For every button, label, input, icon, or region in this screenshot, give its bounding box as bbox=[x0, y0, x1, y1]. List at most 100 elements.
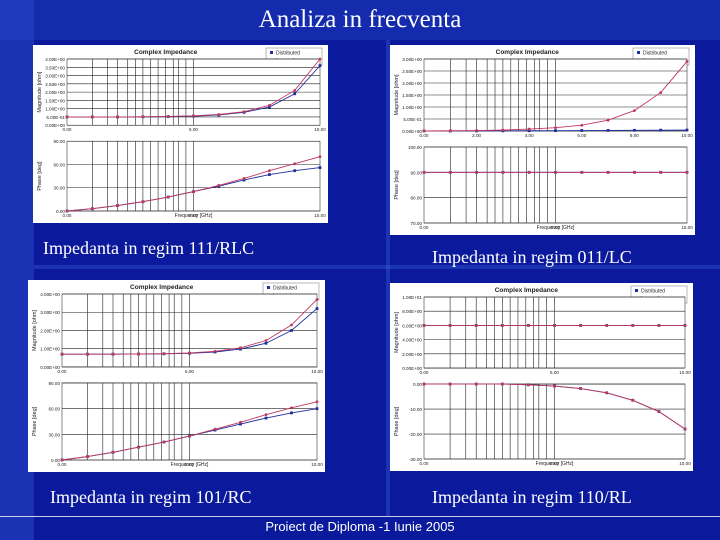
point-distributed bbox=[239, 422, 242, 426]
y-tick-label: 0.00E+00 bbox=[402, 129, 422, 134]
point-lumped bbox=[685, 170, 689, 174]
y-tick-label: 30.00 bbox=[49, 432, 61, 437]
y-tick-label: -30.00 bbox=[409, 457, 422, 462]
point-lumped bbox=[527, 324, 530, 327]
y-tick-label: 2.00E+00 bbox=[45, 90, 65, 95]
point-lumped bbox=[685, 60, 689, 63]
point-lumped bbox=[579, 387, 582, 390]
point-distributed bbox=[580, 129, 584, 132]
point-distributed bbox=[685, 128, 689, 132]
point-lumped bbox=[192, 190, 195, 194]
point-lumped bbox=[65, 209, 69, 213]
y-tick-label: 0.00E+00 bbox=[402, 366, 422, 371]
point-lumped bbox=[315, 400, 319, 404]
chart-panel-rl: Complex ImpedanceDistributedLumped1.00E+… bbox=[390, 283, 693, 471]
x-tick-label: 10.00 bbox=[679, 370, 691, 375]
point-lumped bbox=[293, 89, 297, 92]
point-lumped bbox=[86, 455, 89, 458]
decor-strip bbox=[34, 265, 720, 269]
phase-axis-label: Phase [deg] bbox=[32, 406, 38, 436]
point-lumped bbox=[264, 339, 268, 342]
point-lumped bbox=[192, 114, 195, 118]
decor-strip bbox=[386, 40, 390, 516]
phase-axis-label: Phase [deg] bbox=[394, 406, 400, 436]
point-lumped bbox=[501, 128, 505, 132]
y-tick-label: 1.00E+00 bbox=[402, 105, 422, 110]
y-tick-label: 2.00E+00 bbox=[402, 352, 422, 357]
point-lumped bbox=[166, 115, 170, 118]
point-distributed bbox=[315, 307, 319, 310]
point-lumped bbox=[290, 406, 293, 410]
point-lumped bbox=[500, 382, 504, 386]
legend-distributed: Distributed bbox=[276, 51, 300, 57]
y-tick-label: 60.00 bbox=[54, 162, 66, 167]
x-tick-label: 5.00 bbox=[551, 225, 560, 230]
point-distributed bbox=[315, 407, 319, 411]
y-tick-label: 70.00 bbox=[411, 221, 423, 226]
y-tick-label: 2.50E+00 bbox=[402, 69, 422, 74]
point-lumped bbox=[448, 382, 452, 386]
x-axis-label: Frequency [GHz] bbox=[537, 225, 575, 231]
chart-svg: Complex ImpedanceDistributedLumped4.00E+… bbox=[32, 282, 323, 468]
legend-distributed-marker bbox=[267, 286, 270, 289]
footer-text: Proiect de Diploma -1 Iunie 2005 bbox=[265, 519, 455, 534]
point-lumped bbox=[116, 115, 119, 119]
point-lumped bbox=[213, 349, 217, 353]
point-lumped bbox=[239, 346, 242, 350]
point-lumped bbox=[527, 170, 531, 174]
y-tick-label: 90.00 bbox=[411, 170, 423, 175]
y-tick-label: 100.00 bbox=[408, 145, 422, 150]
x-tick-label: 10.00 bbox=[681, 133, 693, 138]
x-tick-label: 0.00 bbox=[63, 127, 72, 132]
point-lumped bbox=[188, 351, 191, 355]
x-tick-label: 10.00 bbox=[314, 127, 326, 132]
y-tick-label: 1.00E+01 bbox=[402, 295, 422, 300]
point-lumped bbox=[580, 170, 584, 174]
point-lumped bbox=[65, 115, 69, 119]
chart-svg: Complex ImpedanceDistributedLumped3.00E+… bbox=[394, 47, 693, 231]
y-tick-label: 0.00E+00 bbox=[45, 123, 65, 128]
y-tick-label: 1.00E+00 bbox=[45, 107, 65, 112]
point-lumped bbox=[217, 113, 221, 116]
y-tick-label: 2.00E+00 bbox=[40, 328, 60, 333]
magnitude-axis-label: Magnitude [ohm] bbox=[32, 310, 38, 351]
y-tick-label: 0.00 bbox=[51, 458, 60, 463]
x-tick-label: 0.00 bbox=[420, 370, 429, 375]
y-tick-label: -10.00 bbox=[409, 407, 422, 412]
point-lumped bbox=[86, 352, 89, 356]
point-lumped bbox=[268, 169, 271, 173]
caption-lc: Impedanta in regim 011/LC bbox=[432, 247, 632, 267]
point-lumped bbox=[501, 170, 505, 174]
y-tick-label: 3.00E+00 bbox=[45, 74, 65, 79]
point-lumped bbox=[553, 324, 556, 327]
chart-title: Complex Impedance bbox=[134, 49, 198, 56]
y-tick-label: 2.00E+00 bbox=[402, 81, 422, 86]
point-lumped bbox=[422, 170, 426, 174]
y-tick-label: 1.50E+00 bbox=[402, 93, 422, 98]
y-tick-label: -20.00 bbox=[409, 432, 422, 437]
point-lumped bbox=[475, 129, 478, 132]
y-tick-label: 5.00E-01 bbox=[403, 117, 422, 122]
x-tick-label: 0.00 bbox=[420, 225, 429, 230]
point-lumped bbox=[166, 195, 170, 199]
legend-distributed: Distributed bbox=[641, 289, 665, 295]
y-tick-label: 80.00 bbox=[411, 196, 423, 201]
y-tick-label: 90.00 bbox=[54, 139, 66, 144]
caption-rl: Impedanta in regim 110/RL bbox=[432, 487, 632, 507]
point-lumped bbox=[683, 324, 687, 327]
point-lumped bbox=[579, 324, 582, 327]
x-tick-label: 10.00 bbox=[314, 213, 326, 218]
x-axis-label: Frequency [GHz] bbox=[175, 213, 213, 219]
phase-axis-label: Phase [deg] bbox=[394, 170, 400, 200]
point-lumped bbox=[527, 383, 530, 387]
x-tick-label: 0.00 bbox=[58, 462, 67, 467]
point-distributed bbox=[293, 92, 297, 96]
point-distributed bbox=[242, 178, 246, 182]
point-lumped bbox=[606, 170, 610, 174]
x-tick-label: 5.00 bbox=[189, 127, 198, 132]
point-lumped bbox=[657, 324, 661, 327]
x-tick-label: 10.00 bbox=[311, 369, 323, 374]
point-distributed bbox=[527, 129, 531, 133]
point-lumped bbox=[242, 110, 246, 114]
point-lumped bbox=[657, 410, 661, 413]
